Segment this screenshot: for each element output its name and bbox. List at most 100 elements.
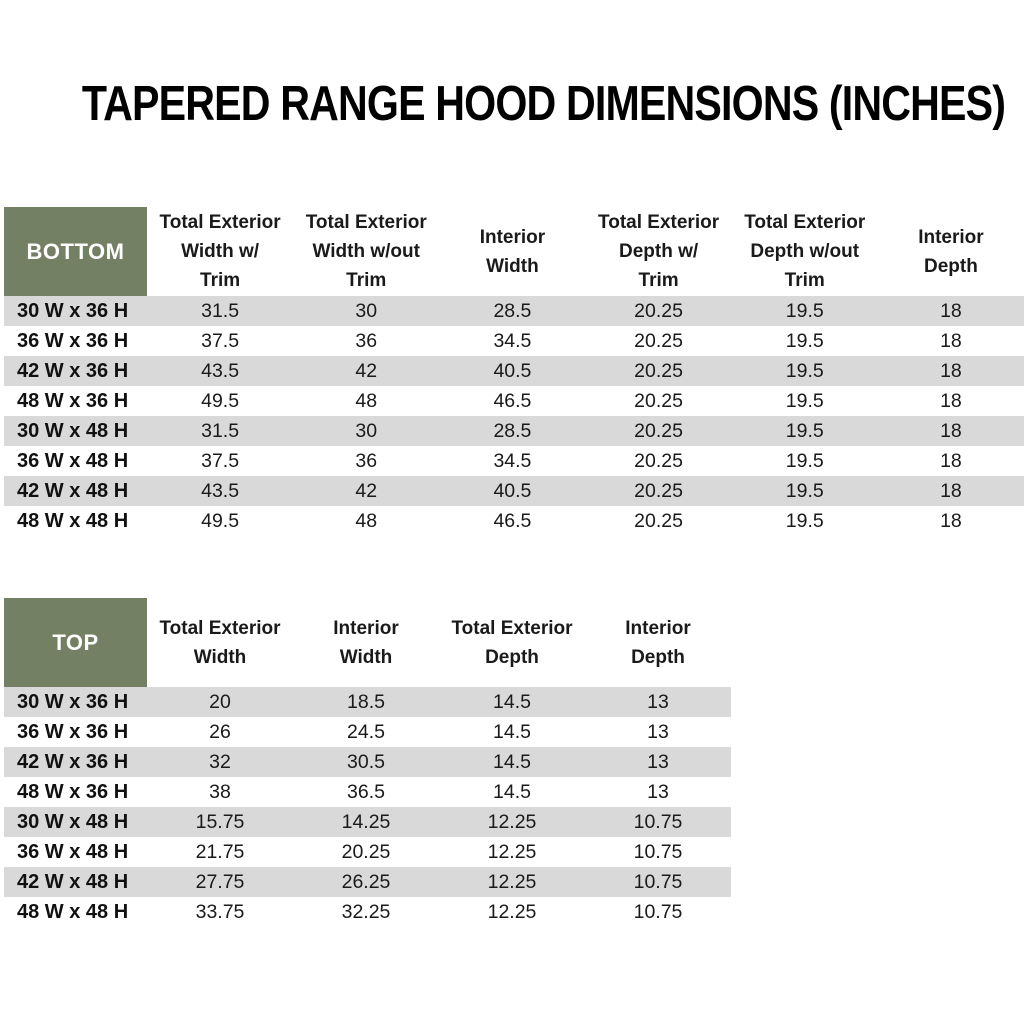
table-row: 48 W x 48 H 49.5 48 46.5 20.25 19.5 18 [4, 506, 1024, 536]
value-cell: 31.5 [201, 299, 240, 322]
value-cell: 28.5 [493, 419, 532, 442]
value-cell: 42 [355, 359, 378, 382]
value-cell: 20.25 [634, 299, 683, 322]
value-cell: 20.25 [341, 840, 391, 863]
value-cell: 46.5 [493, 389, 532, 412]
value-cell: 37.5 [201, 449, 240, 472]
value-cell: 32.25 [341, 900, 391, 923]
column-header-total-exterior-width-with-trim: Total Exterior Width w/ Trim [159, 212, 281, 291]
value-cell: 18.5 [347, 690, 385, 713]
table-row: 42 W x 48 H 43.5 42 40.5 20.25 19.5 18 [4, 476, 1024, 506]
value-cell: 18 [940, 509, 962, 532]
value-cell: 30 [355, 299, 378, 322]
row-label: 36 W x 36 H [17, 329, 129, 352]
column-header-total-exterior-width-without-trim: Total Exterior Width w/out Trim [305, 212, 427, 291]
value-cell: 15.75 [195, 810, 245, 833]
bottom-table-title-cell: BOTTOM [4, 207, 147, 296]
value-cell: 20.25 [634, 389, 683, 412]
row-label: 30 W x 48 H [17, 419, 129, 442]
value-cell: 36 [355, 449, 378, 472]
value-cell: 37.5 [201, 329, 240, 352]
value-cell: 33.75 [195, 900, 245, 923]
row-label: 30 W x 48 H [17, 810, 129, 833]
value-cell: 20.25 [634, 419, 683, 442]
table-row: 42 W x 36 H 32 30.5 14.5 13 [4, 747, 731, 777]
row-label: 30 W x 36 H [17, 690, 129, 713]
value-cell: 13 [647, 690, 669, 713]
value-cell: 40.5 [493, 359, 532, 382]
row-label: 48 W x 36 H [17, 389, 129, 412]
value-cell: 18 [940, 299, 962, 322]
value-cell: 10.75 [633, 900, 683, 923]
value-cell: 49.5 [201, 389, 240, 412]
table-row: 36 W x 48 H 21.75 20.25 12.25 10.75 [4, 837, 731, 867]
value-cell: 18 [940, 419, 962, 442]
value-cell: 14.25 [341, 810, 391, 833]
value-cell: 42 [355, 479, 378, 502]
value-cell: 19.5 [785, 389, 824, 412]
top-table-body: 30 W x 36 H 20 18.5 14.5 13 36 W x 36 H 26 24.5… [4, 687, 731, 927]
table-row: 48 W x 36 H 38 36.5 14.5 13 [4, 777, 731, 807]
column-header-interior-width: Interior Width [333, 617, 399, 668]
value-cell: 19.5 [785, 419, 824, 442]
value-cell: 36.5 [347, 780, 385, 803]
value-cell: 12.25 [487, 870, 537, 893]
table-row: 30 W x 36 H 31.5 30 28.5 20.25 19.5 18 [4, 296, 1024, 326]
value-cell: 18 [940, 389, 962, 412]
table-row: 42 W x 48 H 27.75 26.25 12.25 10.75 [4, 867, 731, 897]
value-cell: 30.5 [347, 750, 385, 773]
top-table-header-row: TOP Total Exterior Width Interior Width … [4, 598, 731, 687]
row-label: 36 W x 48 H [17, 449, 129, 472]
row-label: 36 W x 36 H [17, 720, 129, 743]
value-cell: 26.25 [341, 870, 391, 893]
value-cell: 34.5 [493, 449, 532, 472]
value-cell: 18 [940, 359, 962, 382]
bottom-dimensions-table: BOTTOM Total Exterior Width w/ Trim Tota… [4, 207, 1024, 536]
value-cell: 10.75 [633, 810, 683, 833]
bottom-table-header-row: BOTTOM Total Exterior Width w/ Trim Tota… [4, 207, 1024, 296]
table-row: 36 W x 48 H 37.5 36 34.5 20.25 19.5 18 [4, 446, 1024, 476]
value-cell: 18 [940, 329, 962, 352]
value-cell: 28.5 [493, 299, 532, 322]
column-header-interior-width: Interior Width [479, 226, 546, 277]
value-cell: 24.5 [347, 720, 385, 743]
value-cell: 32 [209, 750, 231, 773]
top-dimensions-table: TOP Total Exterior Width Interior Width … [4, 598, 731, 927]
value-cell: 30 [355, 419, 378, 442]
value-cell: 14.5 [493, 750, 531, 773]
value-cell: 20.25 [634, 329, 683, 352]
table-row: 36 W x 36 H 37.5 36 34.5 20.25 19.5 18 [4, 326, 1024, 356]
row-label: 48 W x 48 H [17, 900, 129, 923]
value-cell: 14.5 [493, 780, 531, 803]
row-label: 30 W x 36 H [17, 299, 129, 322]
table-row: 30 W x 48 H 15.75 14.25 12.25 10.75 [4, 807, 731, 837]
value-cell: 49.5 [201, 509, 240, 532]
value-cell: 19.5 [785, 299, 824, 322]
page-title: TAPERED RANGE HOOD DIMENSIONS (INCHES) [81, 77, 1006, 131]
value-cell: 43.5 [201, 479, 240, 502]
row-label: 42 W x 36 H [17, 359, 129, 382]
value-cell: 48 [355, 389, 378, 412]
column-header-total-exterior-width: Total Exterior Width [159, 617, 281, 668]
value-cell: 27.75 [195, 870, 245, 893]
row-label: 48 W x 36 H [17, 780, 129, 803]
value-cell: 19.5 [785, 509, 824, 532]
column-header-total-exterior-depth-with-trim: Total Exterior Depth w/ Trim [598, 212, 720, 291]
value-cell: 40.5 [493, 479, 532, 502]
column-header-interior-depth: Interior Depth [918, 226, 984, 277]
row-label: 36 W x 48 H [17, 840, 129, 863]
value-cell: 46.5 [493, 509, 532, 532]
value-cell: 21.75 [195, 840, 245, 863]
value-cell: 12.25 [487, 840, 537, 863]
table-row: 48 W x 48 H 33.75 32.25 12.25 10.75 [4, 897, 731, 927]
top-table-title-cell: TOP [4, 598, 147, 687]
value-cell: 20 [209, 690, 231, 713]
row-label: 48 W x 48 H [17, 509, 129, 532]
table-row: 30 W x 48 H 31.5 30 28.5 20.25 19.5 18 [4, 416, 1024, 446]
value-cell: 26 [209, 720, 231, 743]
value-cell: 18 [940, 479, 962, 502]
value-cell: 38 [209, 780, 231, 803]
value-cell: 18 [940, 449, 962, 472]
value-cell: 43.5 [201, 359, 240, 382]
value-cell: 36 [355, 329, 378, 352]
